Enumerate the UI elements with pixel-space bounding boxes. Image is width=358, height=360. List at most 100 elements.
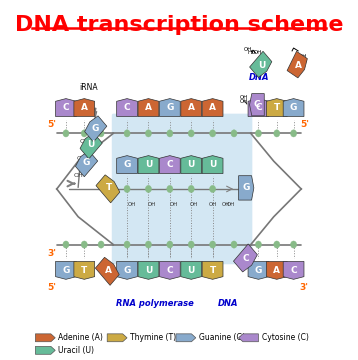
Text: U: U xyxy=(145,266,152,275)
Polygon shape xyxy=(117,99,137,117)
Circle shape xyxy=(274,241,280,248)
Polygon shape xyxy=(181,156,202,174)
Text: OH: OH xyxy=(73,173,83,178)
Polygon shape xyxy=(181,99,202,117)
Circle shape xyxy=(188,241,194,248)
Text: G: G xyxy=(82,158,90,167)
Text: C: C xyxy=(166,160,173,169)
Text: 3': 3' xyxy=(300,283,309,292)
Circle shape xyxy=(124,185,130,193)
Text: OH: OH xyxy=(148,202,156,207)
Polygon shape xyxy=(283,261,304,279)
Text: A: A xyxy=(81,103,88,112)
Text: G: G xyxy=(166,103,174,112)
Polygon shape xyxy=(250,51,272,77)
Text: 5': 5' xyxy=(300,120,309,129)
Circle shape xyxy=(145,185,151,193)
Circle shape xyxy=(124,241,130,248)
Polygon shape xyxy=(117,156,137,174)
Circle shape xyxy=(188,130,194,137)
Text: G: G xyxy=(290,103,297,112)
Polygon shape xyxy=(238,176,254,200)
Text: C: C xyxy=(253,100,260,109)
Polygon shape xyxy=(35,334,55,342)
Text: T: T xyxy=(209,266,216,275)
Text: OH: OH xyxy=(190,202,198,207)
Text: T: T xyxy=(274,103,280,112)
Text: A: A xyxy=(188,103,195,112)
Polygon shape xyxy=(283,99,304,117)
Circle shape xyxy=(255,241,261,248)
Text: OH: OH xyxy=(80,139,90,144)
Circle shape xyxy=(291,241,297,248)
Polygon shape xyxy=(181,261,202,279)
Circle shape xyxy=(81,130,87,137)
Text: U: U xyxy=(87,140,94,149)
Polygon shape xyxy=(55,261,76,279)
Text: G: G xyxy=(62,266,69,275)
Text: U: U xyxy=(209,160,216,169)
Text: OH: OH xyxy=(243,47,252,52)
Text: C: C xyxy=(166,266,173,275)
Text: Uracil (U): Uracil (U) xyxy=(58,346,94,355)
Polygon shape xyxy=(287,51,308,78)
Text: Guanine (G): Guanine (G) xyxy=(199,333,245,342)
Polygon shape xyxy=(138,99,159,117)
Circle shape xyxy=(145,130,151,137)
Polygon shape xyxy=(35,346,55,354)
Text: A: A xyxy=(209,103,216,112)
Circle shape xyxy=(81,241,87,248)
Polygon shape xyxy=(266,99,287,117)
Text: G: G xyxy=(124,160,131,169)
Text: 5': 5' xyxy=(48,120,57,129)
Text: C: C xyxy=(243,255,250,264)
Text: Adenine (A): Adenine (A) xyxy=(58,333,103,342)
Circle shape xyxy=(124,130,130,137)
Circle shape xyxy=(98,130,104,137)
Text: T: T xyxy=(81,266,87,275)
Polygon shape xyxy=(159,261,180,279)
Polygon shape xyxy=(238,334,258,342)
Polygon shape xyxy=(159,156,180,174)
Text: OH: OH xyxy=(222,202,231,207)
Text: 5': 5' xyxy=(48,283,57,292)
Circle shape xyxy=(145,241,151,248)
Circle shape xyxy=(274,130,280,137)
Circle shape xyxy=(63,130,69,137)
Text: A: A xyxy=(145,103,152,112)
Polygon shape xyxy=(76,151,98,177)
Polygon shape xyxy=(233,244,257,272)
Circle shape xyxy=(231,130,237,137)
Text: OH: OH xyxy=(209,202,217,207)
Text: T: T xyxy=(106,183,112,192)
Circle shape xyxy=(209,185,216,193)
Text: U: U xyxy=(145,160,152,169)
Circle shape xyxy=(188,185,194,193)
Text: C: C xyxy=(63,103,69,112)
Circle shape xyxy=(291,130,297,137)
Text: OH: OH xyxy=(253,50,262,55)
Circle shape xyxy=(167,185,173,193)
Text: G: G xyxy=(255,266,262,275)
Text: G: G xyxy=(242,183,250,192)
Circle shape xyxy=(63,241,69,248)
Text: OH: OH xyxy=(170,202,178,207)
Text: A: A xyxy=(273,266,280,275)
Circle shape xyxy=(167,241,173,248)
Polygon shape xyxy=(138,261,159,279)
Text: DNA: DNA xyxy=(249,73,269,82)
Text: U: U xyxy=(188,266,195,275)
Text: OH: OH xyxy=(76,156,86,161)
Polygon shape xyxy=(80,133,102,159)
Polygon shape xyxy=(202,99,223,117)
Text: C: C xyxy=(124,103,130,112)
Circle shape xyxy=(98,241,104,248)
Text: A: A xyxy=(295,61,302,70)
Polygon shape xyxy=(248,261,269,279)
Text: RNA polymerase: RNA polymerase xyxy=(116,299,193,308)
Circle shape xyxy=(231,241,237,248)
Polygon shape xyxy=(107,334,127,342)
Text: Thymine (T): Thymine (T) xyxy=(130,333,176,342)
Text: U: U xyxy=(188,160,195,169)
Text: A: A xyxy=(105,266,112,275)
